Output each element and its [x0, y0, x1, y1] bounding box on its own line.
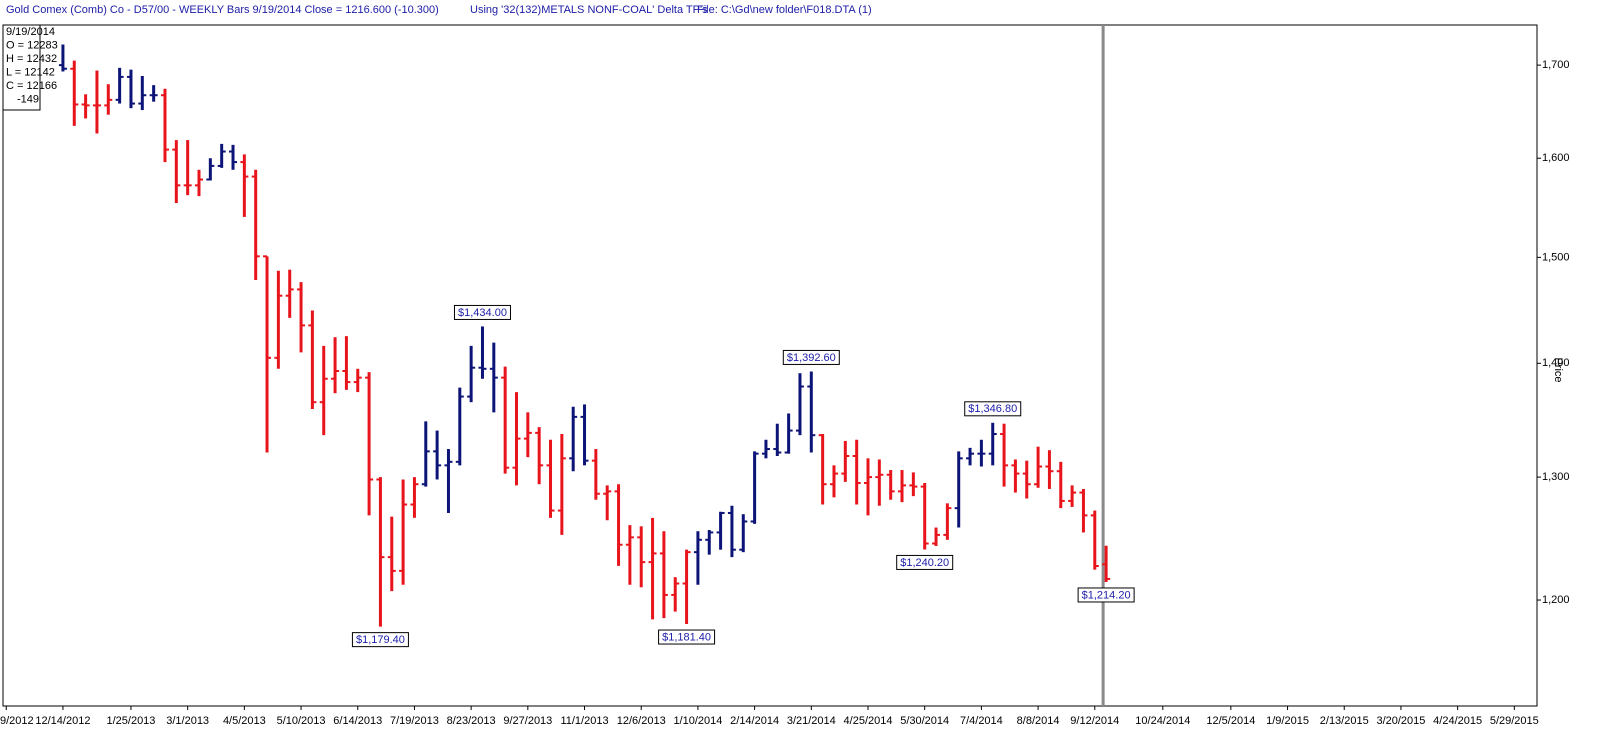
x-tick-label: 1/25/2013: [106, 715, 155, 727]
annotation-label: $1,434.00: [458, 307, 507, 319]
x-tick-label: 4/24/2015: [1433, 715, 1482, 727]
x-tick-label: 5/30/2014: [900, 715, 949, 727]
y-axis-label: Price: [1552, 357, 1564, 382]
annotation-label: $1,240.20: [900, 557, 949, 569]
annotation-label: $1,181.40: [662, 631, 711, 643]
header-using: Using '32(132)METALS NONF-COAL' Delta TP…: [470, 4, 708, 16]
x-tick-label: 5/29/2015: [1490, 715, 1539, 727]
annotation-box: [453, 304, 511, 320]
x-tick-label: 12/5/2014: [1206, 715, 1255, 727]
x-tick-label: 9/12/2014: [1070, 715, 1119, 727]
y-tick-label: 1,700: [1542, 59, 1570, 71]
x-tick-label: 3/21/2014: [787, 715, 836, 727]
info-line: O = 12283: [6, 39, 58, 51]
info-line: H = 12432: [6, 53, 57, 65]
annotations: $1,179.40 $1,434.00 $1,181.40 $1,392.60 $1,2…: [351, 304, 1135, 648]
annotation-box: [658, 629, 716, 645]
info-line: 9/19/2014: [6, 26, 55, 38]
x-tick-label: 11/1/2013: [560, 715, 608, 727]
x-tick-label: 9/27/2013: [503, 715, 552, 727]
x-tick-label: 1/10/2014: [673, 715, 722, 727]
annotation-box: [1077, 587, 1135, 603]
x-tick-label: 7/19/2013: [390, 715, 439, 727]
header-title: Gold Comex (Comb) Co - D57/00 - WEEKLY B…: [6, 4, 439, 16]
x-tick-label: 5/10/2013: [277, 715, 326, 727]
x-tick-label: 7/4/2014: [960, 715, 1003, 727]
x-tick-label: 2/13/2015: [1320, 715, 1369, 727]
info-line: -149: [17, 93, 39, 105]
annotation-label: $1,179.40: [356, 634, 405, 646]
annotation-box: [351, 632, 409, 648]
annotation-box: [782, 349, 840, 365]
x-tick-label: 8/8/2014: [1017, 715, 1060, 727]
y-tick-label: 1,400: [1542, 357, 1570, 369]
x-tick-label: 6/14/2013: [333, 715, 382, 727]
annotation-label: $1,392.60: [787, 352, 836, 364]
y-tick-label: 1,600: [1542, 152, 1570, 164]
annotation-box: [896, 554, 954, 570]
info-line: C = 12166: [6, 80, 57, 92]
axes: 1,200 1,300 1,400 1,500 1,600 1,700 9/2012 12/1…: [0, 25, 1570, 727]
info-box: [2, 24, 41, 111]
annotation-label: $1,214.20: [1082, 589, 1131, 601]
bars: [58, 44, 1111, 627]
info-line: L = 12142: [6, 66, 55, 78]
annotation-label: $1,346.80: [968, 403, 1017, 415]
x-tick-label: 4/25/2014: [844, 715, 893, 727]
x-tick-label: 12/14/2012: [35, 715, 90, 727]
x-tick-label: 9/2012: [0, 715, 34, 727]
x-tick-label: 12/6/2013: [617, 715, 666, 727]
x-tick-label: 10/24/2014: [1135, 715, 1190, 727]
x-tick-label: 3/1/2013: [166, 715, 209, 727]
plot-frame: [2, 24, 1538, 707]
annotation-box: [964, 401, 1022, 417]
y-tick-label: 1,200: [1542, 594, 1570, 606]
x-tick-label: 8/23/2013: [447, 715, 496, 727]
x-tick-label: 1/9/2015: [1266, 715, 1309, 727]
x-tick-label: 4/5/2013: [223, 715, 266, 727]
x-tick-label: 3/20/2015: [1376, 715, 1425, 727]
y-tick-label: 1,500: [1542, 251, 1570, 263]
y-tick-label: 1,300: [1542, 471, 1570, 483]
header-file: File: C:\Gd\new folder\F018.DTA (1): [697, 4, 872, 16]
x-tick-label: 2/14/2014: [730, 715, 779, 727]
